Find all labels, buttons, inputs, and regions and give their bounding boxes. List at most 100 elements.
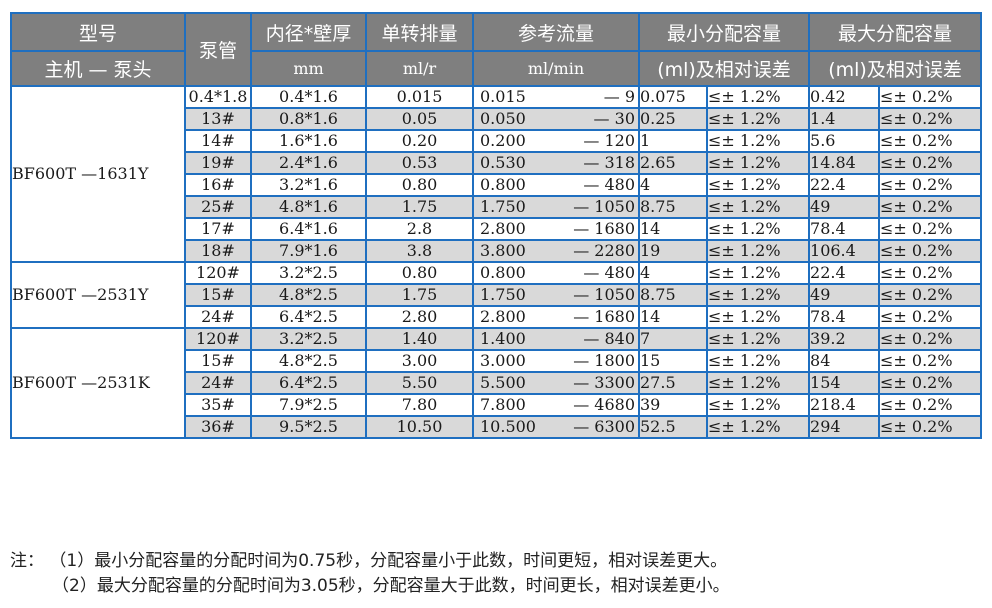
min-volume-cell: 15 <box>638 349 708 373</box>
diameter-cell: 6.4*2.5 <box>250 305 367 329</box>
table-row: 16# 3.2*1.6 0.80 0.800 — 480 4 ≤± 1.2% 22.4 ≤± 0… <box>11 173 983 197</box>
min-error-cell: ≤± 1.2% <box>705 327 811 351</box>
min-error-cell: ≤± 1.2% <box>705 217 811 241</box>
diameter-cell: 3.2*2.5 <box>250 327 367 351</box>
flow-max: — 480 <box>583 175 635 194</box>
max-volume-cell: 84 <box>808 349 881 373</box>
diameter-cell: 7.9*1.6 <box>250 239 367 263</box>
flow-cell: 5.500 — 3300 <box>472 371 640 395</box>
tube-cell: 15# <box>184 349 252 373</box>
flow-min: 0.015 <box>480 87 526 106</box>
flow-cell: 2.800 — 1680 <box>472 305 640 329</box>
max-error-cell: ≤± 0.2% <box>878 173 983 197</box>
table-row: 35# 7.9*2.5 7.80 7.800 — 4680 39 ≤± 1.2% 218.4 ≤… <box>11 393 983 417</box>
flow-cell: 1.400 — 840 <box>472 327 640 351</box>
tube-cell: 15# <box>184 283 252 307</box>
table-row: 14# 1.6*1.6 0.20 0.200 — 120 1 ≤± 1.2% 5.6 ≤± 0.… <box>11 129 983 153</box>
table-row: 18# 7.9*1.6 3.8 3.800 — 2280 19 ≤± 1.2% 106.4 ≤±… <box>11 239 983 263</box>
min-error-cell: ≤± 1.2% <box>705 393 811 417</box>
header-max-volume: 最大分配容量 <box>808 12 983 52</box>
footnotes: 注： （1）最小分配容量的分配时间为0.75秒，分配容量小于此数，时间更短，相对… <box>10 549 730 599</box>
max-error-cell: ≤± 0.2% <box>878 261 983 285</box>
displacement-cell: 0.015 <box>365 85 474 109</box>
displacement-cell: 0.80 <box>365 173 474 197</box>
diameter-cell: 3.2*1.6 <box>250 173 367 197</box>
min-error-cell: ≤± 1.2% <box>705 85 811 109</box>
min-error-cell: ≤± 1.2% <box>705 107 811 131</box>
flow-cell: 0.015 — 9 <box>472 85 640 109</box>
max-error-cell: ≤± 0.2% <box>878 107 983 131</box>
flow-max: — 30 <box>593 109 635 128</box>
table-row: 15# 4.8*2.5 3.00 3.000 — 1800 15 ≤± 1.2% 84 ≤± 0… <box>11 349 983 373</box>
tube-cell: 16# <box>184 173 252 197</box>
max-volume-cell: 106.4 <box>808 239 881 263</box>
flow-min: 7.800 <box>480 395 526 414</box>
max-error-cell: ≤± 0.2% <box>878 239 983 263</box>
flow-min: 0.530 <box>480 153 526 172</box>
header-model-sub: 主机 — 泵头 <box>10 50 186 87</box>
max-error-cell: ≤± 0.2% <box>878 349 983 373</box>
model-cell: BF600T —2531K <box>10 327 186 439</box>
max-volume-cell: 49 <box>808 283 881 307</box>
tube-cell: 36# <box>184 415 252 439</box>
max-error-cell: ≤± 0.2% <box>878 327 983 351</box>
tube-cell: 17# <box>184 217 252 241</box>
displacement-cell: 10.50 <box>365 415 474 439</box>
header-tube: 泵管 <box>184 12 252 87</box>
flow-max: — 480 <box>583 263 635 282</box>
flow-min: 2.800 <box>480 219 526 238</box>
max-error-cell: ≤± 0.2% <box>878 371 983 395</box>
flow-max: — 1680 <box>573 219 635 238</box>
displacement-cell: 0.53 <box>365 151 474 175</box>
model-cell: BF600T —2531Y <box>10 261 186 329</box>
diameter-cell: 6.4*1.6 <box>250 217 367 241</box>
min-volume-cell: 8.75 <box>638 283 708 307</box>
min-volume-cell: 2.65 <box>638 151 708 175</box>
max-error-cell: ≤± 0.2% <box>878 195 983 219</box>
tube-cell: 18# <box>184 239 252 263</box>
min-volume-cell: 39 <box>638 393 708 417</box>
min-volume-cell: 1 <box>638 129 708 153</box>
displacement-cell: 3.00 <box>365 349 474 373</box>
min-error-cell: ≤± 1.2% <box>705 195 811 219</box>
flow-max: — 4680 <box>573 395 635 414</box>
flow-min: 5.500 <box>480 373 526 392</box>
max-volume-cell: 0.42 <box>808 85 881 109</box>
min-volume-cell: 0.25 <box>638 107 708 131</box>
flow-max: — 9 <box>603 87 635 106</box>
displacement-cell: 2.80 <box>365 305 474 329</box>
flow-min: 1.750 <box>480 197 526 216</box>
flow-min: 0.800 <box>480 263 526 282</box>
min-error-cell: ≤± 1.2% <box>705 349 811 373</box>
flow-max: — 1050 <box>573 197 635 216</box>
min-volume-cell: 8.75 <box>638 195 708 219</box>
min-volume-cell: 0.075 <box>638 85 708 109</box>
header-min-sub: (ml)及相对误差 <box>637 50 811 87</box>
header-displacement-unit: ml/r <box>365 50 474 87</box>
table-row: 13# 0.8*1.6 0.05 0.050 — 30 0.25 ≤± 1.2% 1.4 ≤± … <box>11 107 983 131</box>
diameter-cell: 9.5*2.5 <box>250 415 367 439</box>
max-error-cell: ≤± 0.2% <box>878 85 983 109</box>
flow-cell: 3.800 — 2280 <box>472 239 640 263</box>
flow-max: — 1680 <box>573 307 635 326</box>
flow-min: 2.800 <box>480 307 526 326</box>
flow-cell: 2.800 — 1680 <box>472 217 640 241</box>
flow-min: 0.200 <box>480 131 526 150</box>
max-error-cell: ≤± 0.2% <box>878 415 983 439</box>
max-volume-cell: 39.2 <box>808 327 881 351</box>
tube-cell: 24# <box>184 371 252 395</box>
displacement-cell: 1.40 <box>365 327 474 351</box>
displacement-cell: 5.50 <box>365 371 474 395</box>
header-max-sub: (ml)及相对误差 <box>808 50 983 87</box>
displacement-cell: 3.8 <box>365 239 474 263</box>
flow-min: 0.800 <box>480 175 526 194</box>
table-row: 24# 6.4*2.5 5.50 5.500 — 3300 27.5 ≤± 1.2% 154 ≤… <box>11 371 983 395</box>
max-volume-cell: 22.4 <box>808 173 881 197</box>
max-volume-cell: 14.84 <box>808 151 881 175</box>
header-min-volume: 最小分配容量 <box>637 12 811 52</box>
min-volume-cell: 4 <box>638 173 708 197</box>
min-error-cell: ≤± 1.2% <box>705 239 811 263</box>
diameter-cell: 6.4*2.5 <box>250 371 367 395</box>
displacement-cell: 1.75 <box>365 283 474 307</box>
min-volume-cell: 14 <box>638 217 708 241</box>
